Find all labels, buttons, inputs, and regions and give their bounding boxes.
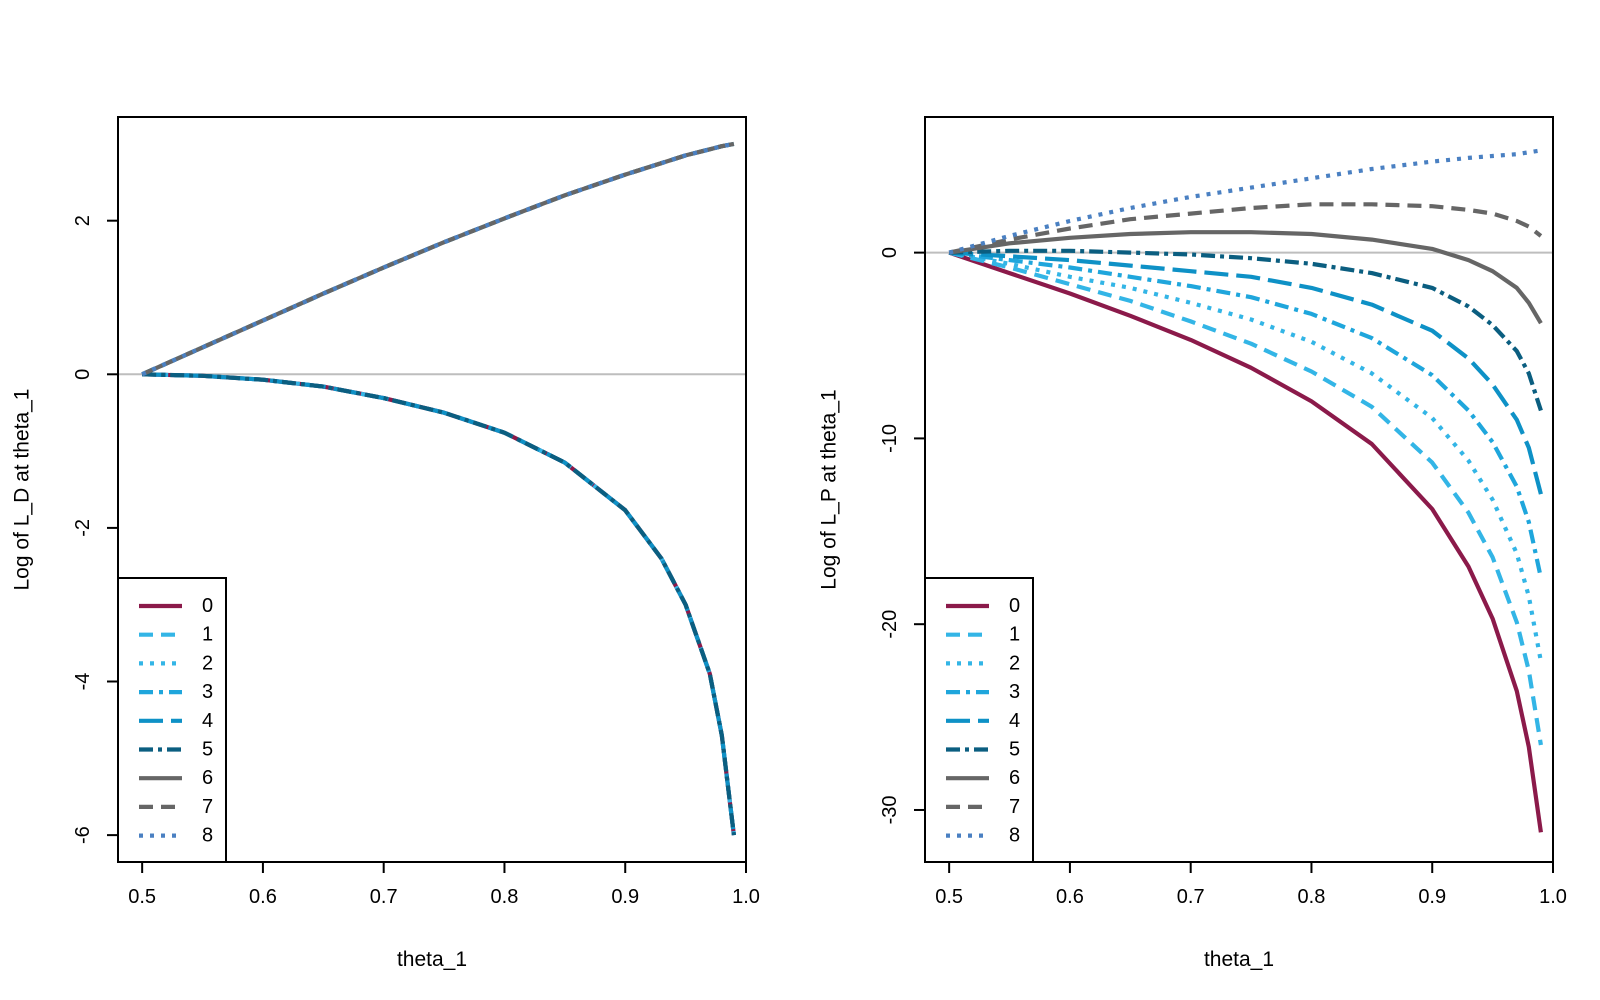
left-series-line-6 xyxy=(141,141,735,377)
right-y-tick-label: -20 xyxy=(879,610,901,639)
left-y-tick-label: 0 xyxy=(72,369,94,380)
left-legend-label-0: 0 xyxy=(202,595,213,617)
right-series-line-0 xyxy=(948,250,1543,833)
left-plot-frame xyxy=(117,116,747,863)
right-legend-label-5: 5 xyxy=(1009,739,1020,761)
right-legend-label-8: 8 xyxy=(1009,825,1020,847)
left-legend-label-3: 3 xyxy=(202,681,213,703)
left-series-line-4 xyxy=(142,372,736,836)
right-series-line-6 xyxy=(948,230,1543,325)
right-plot-frame xyxy=(924,116,1554,863)
right-x-tick-label: 0.8 xyxy=(1298,886,1326,908)
left-y-tick-label: -6 xyxy=(72,826,94,844)
right-legend-label-7: 7 xyxy=(1009,796,1020,818)
left-x-axis-label: theta_1 xyxy=(397,948,467,971)
right-y-tick-label: -10 xyxy=(879,424,901,453)
left-legend-label-1: 1 xyxy=(202,624,213,646)
left-x-tick-label: 1.0 xyxy=(732,886,760,908)
right-x-tick-label: 0.6 xyxy=(1056,886,1084,908)
chart-left-log-ld: 0.5 0.6 0.7 0.8 0.9 1.0 -6 -4 -2 0 2 theta_1 Log of … xyxy=(11,116,760,971)
right-series-line-2 xyxy=(948,250,1543,662)
left-y-tick-label: 2 xyxy=(72,215,94,226)
left-y-tick-label: -2 xyxy=(72,519,94,537)
right-series-line-1 xyxy=(948,250,1543,746)
left-series-line-1 xyxy=(141,141,735,377)
left-x-tick-label: 0.9 xyxy=(611,886,639,908)
left-y-axis-label: Log of L_D at theta_1 xyxy=(11,389,34,591)
right-x-tick-label: 0.7 xyxy=(1177,886,1205,908)
left-x-tick-label: 0.6 xyxy=(249,886,277,908)
left-legend: 0 1 2 3 4 5 6 7 8 xyxy=(117,577,227,863)
left-legend-label-6: 6 xyxy=(202,767,213,789)
left-series-line-5 xyxy=(142,372,736,836)
right-series-line-8 xyxy=(948,148,1542,255)
left-x-tick-label: 0.7 xyxy=(370,886,398,908)
right-y-tick-label: -30 xyxy=(879,796,901,825)
right-y-axis-label: Log of L_P at theta_1 xyxy=(818,389,841,589)
right-legend-label-4: 4 xyxy=(1009,710,1020,732)
right-series-line-7 xyxy=(948,202,1543,255)
left-series-line-2 xyxy=(142,372,736,836)
left-legend-label-2: 2 xyxy=(202,652,213,674)
right-x-tick-label: 0.9 xyxy=(1418,886,1446,908)
right-legend: 0 1 2 3 4 5 6 7 8 xyxy=(924,577,1034,863)
right-legend-label-2: 2 xyxy=(1009,652,1020,674)
right-series-line-4 xyxy=(949,250,1543,495)
right-legend-label-0: 0 xyxy=(1009,595,1020,617)
left-x-tick-label: 0.5 xyxy=(128,886,156,908)
left-legend-label-4: 4 xyxy=(202,710,213,732)
left-series-line-0 xyxy=(142,372,736,836)
left-legend-label-7: 7 xyxy=(202,796,213,818)
left-x-tick-label: 0.8 xyxy=(491,886,519,908)
right-y-tick-label: 0 xyxy=(879,247,901,258)
left-series-line-8 xyxy=(141,141,735,377)
left-legend-label-5: 5 xyxy=(202,739,213,761)
right-legend-label-6: 6 xyxy=(1009,767,1020,789)
right-x-tick-label: 1.0 xyxy=(1539,886,1567,908)
right-series-line-5 xyxy=(949,248,1543,412)
right-series-line-3 xyxy=(948,250,1543,579)
right-legend-label-1: 1 xyxy=(1009,624,1020,646)
left-legend-label-8: 8 xyxy=(202,825,213,847)
left-y-tick-label: -4 xyxy=(72,673,94,691)
chart-right-log-lp: 0.5 0.6 0.7 0.8 0.9 1.0 -30 -20 -10 0 theta_1 Log o… xyxy=(818,116,1567,971)
right-x-tick-label: 0.5 xyxy=(935,886,963,908)
right-x-axis-label: theta_1 xyxy=(1204,948,1274,971)
right-legend-label-3: 3 xyxy=(1009,681,1020,703)
left-series-line-3 xyxy=(141,141,735,377)
left-series-line-7 xyxy=(141,141,735,377)
